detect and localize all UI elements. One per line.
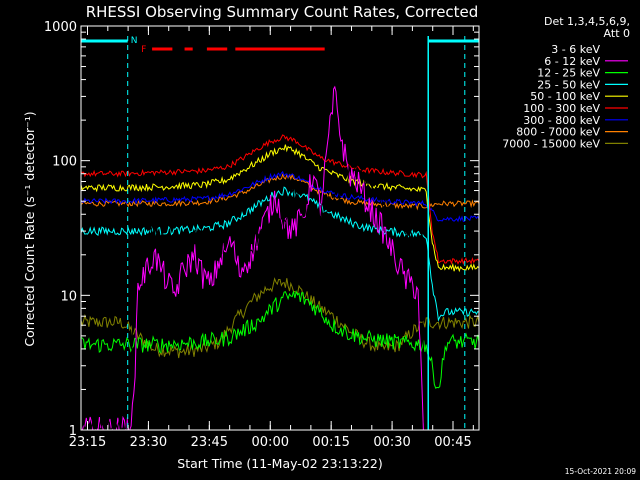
series-line-6 [80,170,480,223]
x-tick-label: 00:15 [312,435,349,450]
chart-title: RHESSI Observing Summary Count Rates, Co… [86,3,479,21]
series-line-0 [80,154,443,432]
plot-area: NF [80,36,480,432]
legend-label-4: 50 - 100 keV [530,90,600,103]
axes: 1 10 100 1000 23:15 23:30 23:45 00:00 00:15 00:30… [44,20,480,450]
night-flag-label: N [131,36,138,46]
series-line-3 [80,186,480,322]
x-tick-label: 00:30 [373,435,410,450]
x-tick-label: 00:45 [434,435,471,450]
legend-label-2: 12 - 25 keV [537,67,600,80]
timestamp: 15-Oct-2021 20:09 [565,467,636,476]
x-tick-label: 23:15 [69,435,106,450]
legend-label-1: 6 - 12 keV [544,55,600,68]
legend-label-5: 100 - 300 keV [523,102,600,115]
x-axis-label: Start Time (11-May-02 23:13:22) [177,456,382,471]
series-line-4 [80,144,480,273]
x-tick-label: 23:45 [191,435,228,450]
x-tick-label: 00:00 [252,435,289,450]
legend-header-line-2: Att 0 [604,27,630,40]
y-tick-label: 10 [60,289,77,304]
flare-flag-label: F [141,45,146,55]
legend-label-7: 800 - 7000 keV [516,126,600,139]
y-tick-label: 100 [52,155,77,170]
series-line-1 [81,85,424,431]
legend-label-0: 3 - 6 keV [551,43,600,56]
series-line-7 [80,173,480,211]
legend-label-6: 300 - 800 keV [523,114,600,127]
y-axis-label: Corrected Count Rate (s⁻¹ detector⁻¹) [22,111,37,346]
legend-label-3: 25 - 50 keV [537,78,600,91]
axes-frame [80,25,480,431]
series-line-5 [80,134,480,266]
legend-header-line-1: Det 1,3,4,5,6,9, [544,15,630,28]
y-tick-label: 1000 [44,20,77,35]
x-tick-label: 23:30 [130,435,167,450]
series-line-2 [80,289,480,389]
legend-label-8: 7000 - 15000 keV [502,137,600,150]
y-tick-label: 1 [69,424,77,439]
